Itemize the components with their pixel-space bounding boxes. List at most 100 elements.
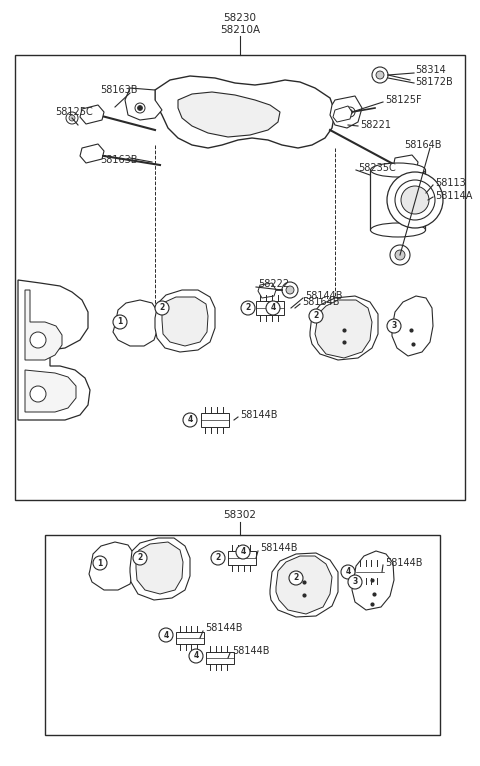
Circle shape [189, 649, 203, 663]
Circle shape [395, 250, 405, 260]
Text: 4: 4 [163, 630, 168, 640]
Ellipse shape [371, 163, 425, 177]
Circle shape [395, 180, 435, 220]
Text: 58172B: 58172B [415, 77, 453, 87]
Text: 2: 2 [313, 312, 319, 320]
Text: 58163B: 58163B [100, 85, 137, 95]
Circle shape [286, 286, 294, 294]
Polygon shape [333, 106, 352, 122]
Circle shape [241, 301, 255, 315]
Text: 58144B: 58144B [205, 623, 242, 633]
Circle shape [113, 315, 127, 329]
Text: 2: 2 [159, 303, 165, 313]
Text: 58210A: 58210A [220, 25, 260, 35]
Text: 58235C: 58235C [358, 163, 396, 173]
Text: 58164B: 58164B [302, 297, 339, 307]
Circle shape [282, 282, 298, 298]
Bar [228, 552, 256, 565]
Circle shape [289, 571, 303, 585]
Text: 58114A: 58114A [435, 191, 472, 201]
Polygon shape [89, 542, 134, 590]
Text: 58302: 58302 [224, 510, 256, 520]
Polygon shape [18, 280, 90, 420]
Text: 3: 3 [352, 578, 358, 587]
Circle shape [387, 172, 443, 228]
Text: 2: 2 [137, 554, 143, 562]
Text: 4: 4 [270, 303, 276, 313]
Text: 4: 4 [193, 652, 199, 660]
Text: 58163B: 58163B [100, 155, 137, 165]
Text: 2: 2 [293, 574, 299, 582]
Circle shape [93, 556, 107, 570]
Polygon shape [113, 300, 158, 346]
Polygon shape [25, 290, 62, 360]
Text: 3: 3 [391, 322, 396, 330]
Text: 2: 2 [216, 554, 221, 562]
Text: 1: 1 [118, 317, 122, 326]
Polygon shape [393, 155, 418, 175]
Polygon shape [276, 556, 332, 614]
Polygon shape [155, 290, 215, 352]
Text: 58144B: 58144B [260, 543, 298, 553]
Text: 58164B: 58164B [404, 140, 442, 150]
Polygon shape [136, 542, 183, 594]
Polygon shape [155, 76, 335, 148]
Text: 58113: 58113 [435, 178, 466, 188]
Bar [176, 631, 204, 644]
Circle shape [66, 112, 78, 124]
Bar [256, 301, 284, 315]
Polygon shape [178, 92, 280, 137]
Polygon shape [162, 297, 208, 346]
Circle shape [266, 301, 280, 315]
Text: 58125C: 58125C [55, 107, 93, 117]
Circle shape [309, 309, 323, 323]
Bar [356, 565, 384, 578]
Circle shape [183, 413, 197, 427]
Circle shape [159, 628, 173, 642]
Bar [206, 652, 234, 664]
Circle shape [372, 67, 388, 83]
Circle shape [348, 575, 362, 589]
Circle shape [345, 107, 355, 117]
Text: 58144B: 58144B [240, 410, 277, 420]
Polygon shape [80, 105, 104, 124]
Bar [201, 413, 229, 427]
Circle shape [135, 103, 145, 113]
Text: 1: 1 [97, 558, 103, 568]
Text: 58314: 58314 [415, 65, 446, 75]
Polygon shape [330, 96, 362, 128]
Circle shape [348, 110, 352, 114]
Polygon shape [130, 538, 190, 600]
Circle shape [211, 551, 225, 565]
Bar [15, 55, 465, 500]
Bar [370, 170, 425, 230]
Circle shape [155, 301, 169, 315]
Polygon shape [80, 144, 104, 163]
Polygon shape [25, 370, 76, 412]
Polygon shape [315, 300, 372, 358]
Text: 4: 4 [346, 568, 350, 577]
Text: 58222: 58222 [258, 279, 289, 289]
Text: 4: 4 [187, 415, 192, 424]
Polygon shape [258, 283, 276, 298]
Circle shape [341, 565, 355, 579]
Text: 58221: 58221 [360, 120, 391, 130]
Text: 4: 4 [240, 548, 246, 557]
Text: 2: 2 [245, 303, 251, 313]
Text: 58144B: 58144B [305, 291, 343, 301]
Circle shape [30, 386, 46, 402]
Text: 58144B: 58144B [232, 646, 269, 656]
Circle shape [401, 186, 429, 214]
Circle shape [390, 245, 410, 265]
Text: 58125F: 58125F [385, 95, 421, 105]
Circle shape [69, 115, 75, 121]
Circle shape [387, 319, 401, 333]
Polygon shape [125, 88, 162, 120]
Circle shape [133, 551, 147, 565]
Polygon shape [310, 296, 378, 360]
Circle shape [137, 106, 143, 110]
Polygon shape [352, 551, 394, 610]
Polygon shape [270, 553, 338, 617]
Polygon shape [392, 296, 433, 356]
Bar [45, 535, 440, 735]
